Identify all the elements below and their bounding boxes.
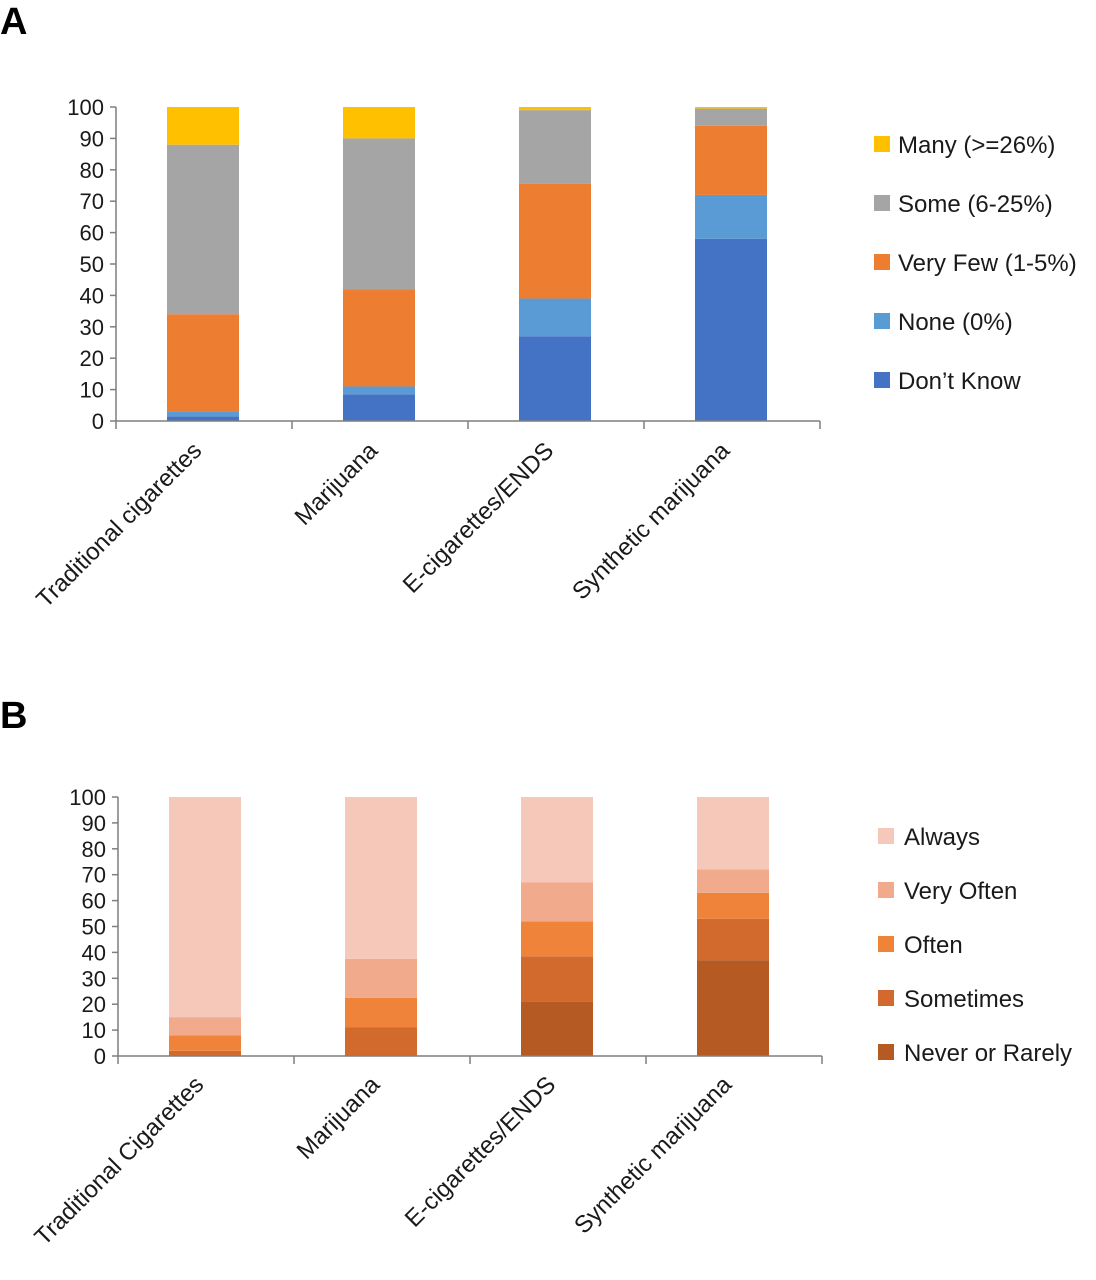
bar-segment <box>343 107 415 139</box>
bar-segment <box>697 797 769 870</box>
bar-segment <box>345 997 417 1028</box>
legend: Always Very Often Often Sometimes Never or R… <box>878 824 1072 1067</box>
legend-label: Very Few (1-5%) <box>898 250 1077 277</box>
y-tick-label: 60 <box>82 889 106 914</box>
legend-label: Always <box>904 824 980 851</box>
legend-label: Very Often <box>904 878 1017 905</box>
legend-swatch <box>874 313 890 329</box>
y-tick-label: 50 <box>80 252 104 277</box>
y-tick-label: 40 <box>80 283 104 308</box>
bar-segment <box>167 416 239 421</box>
y-tick-label: 100 <box>69 785 106 810</box>
bar-segment <box>343 138 415 290</box>
legend-swatch <box>878 936 894 952</box>
legend-label: Never or Rarely <box>904 1040 1072 1067</box>
legend-swatch <box>874 254 890 270</box>
y-tick-label: 10 <box>82 1018 106 1043</box>
legend: Many (>=26%) Some (6-25%) Very Few (1-5%) N… <box>874 132 1077 395</box>
bar-segment <box>697 960 769 1056</box>
y-tick-label: 30 <box>82 966 106 991</box>
bar-segment <box>345 958 417 998</box>
bar-segment <box>697 892 769 919</box>
panel-label: B <box>0 695 27 737</box>
category-label: Marijuana <box>292 1071 386 1165</box>
bar-segment <box>521 921 593 957</box>
bar-segment <box>167 314 239 412</box>
bar-segment <box>519 110 591 184</box>
legend-label: Many (>=26%) <box>898 132 1055 159</box>
bar-segment <box>167 411 239 417</box>
y-tick-label: 70 <box>80 189 104 214</box>
y-tick-label: 90 <box>82 811 106 836</box>
y-tick-label: 30 <box>80 315 104 340</box>
legend-label: Don’t Know <box>898 368 1021 395</box>
legend-swatch <box>874 195 890 211</box>
legend-swatch <box>878 882 894 898</box>
legend-label: None (0%) <box>898 309 1013 336</box>
y-tick-label: 10 <box>80 378 104 403</box>
category-label: E-cigarettes/ENDS <box>400 1071 562 1233</box>
bar-segment <box>521 956 593 1002</box>
legend-swatch <box>878 1044 894 1060</box>
bar-segment <box>695 194 767 239</box>
bar-segment <box>695 108 767 126</box>
bar-segment <box>521 882 593 922</box>
bar-segment <box>169 1017 241 1036</box>
bar-segment <box>343 289 415 387</box>
panel-label: A <box>0 1 27 43</box>
bar-segment <box>169 797 241 1018</box>
bar-segment <box>519 107 591 111</box>
category-label: Traditional cigarettes <box>31 437 207 613</box>
y-tick-label: 100 <box>67 95 104 120</box>
legend-swatch <box>874 136 890 152</box>
category-label: E-cigarettes/ENDS <box>398 437 560 599</box>
category-label: Synthetic marijuana <box>569 1071 738 1240</box>
category-label: Traditional Cigarettes <box>29 1071 209 1251</box>
legend-label: Some (6-25%) <box>898 191 1053 218</box>
chart-panel-a: A 0 10 20 30 40 50 60 70 80 90 100 Traditional cigar… <box>0 1 1077 613</box>
y-tick-label: 60 <box>80 221 104 246</box>
category-label: Marijuana <box>290 437 384 531</box>
bar-segment <box>695 125 767 195</box>
y-tick-label: 80 <box>82 837 106 862</box>
bar-segment <box>521 1001 593 1056</box>
legend-label: Sometimes <box>904 986 1024 1013</box>
y-tick-label: 20 <box>82 992 106 1017</box>
bar-segment <box>697 869 769 893</box>
bar-segment <box>519 183 591 299</box>
y-tick-label: 0 <box>92 409 104 434</box>
legend-swatch <box>878 990 894 1006</box>
bar-segment <box>169 1050 241 1056</box>
y-tick-label: 40 <box>82 940 106 965</box>
y-tick-label: 80 <box>80 158 104 183</box>
bar-segment <box>695 107 767 109</box>
y-tick-label: 50 <box>82 915 106 940</box>
y-tick-label: 20 <box>80 346 104 371</box>
y-tick-label: 90 <box>80 126 104 151</box>
bar-segment <box>345 797 417 959</box>
bar-segment <box>167 144 239 315</box>
bar-segment <box>167 107 239 145</box>
legend-swatch <box>874 372 890 388</box>
y-tick-label: 70 <box>82 863 106 888</box>
bar-segment <box>345 1027 417 1056</box>
category-label: Synthetic marijuana <box>567 437 736 606</box>
bar-segment <box>343 394 415 421</box>
bar-segment <box>521 797 593 883</box>
legend-label: Often <box>904 932 963 959</box>
bar-segment <box>695 238 767 421</box>
bar-segment <box>697 918 769 961</box>
y-tick-label: 0 <box>94 1044 106 1069</box>
bar-segment <box>343 386 415 395</box>
bar-segment <box>519 336 591 421</box>
bar-segment <box>169 1035 241 1051</box>
bar-segment <box>519 298 591 337</box>
legend-swatch <box>878 828 894 844</box>
